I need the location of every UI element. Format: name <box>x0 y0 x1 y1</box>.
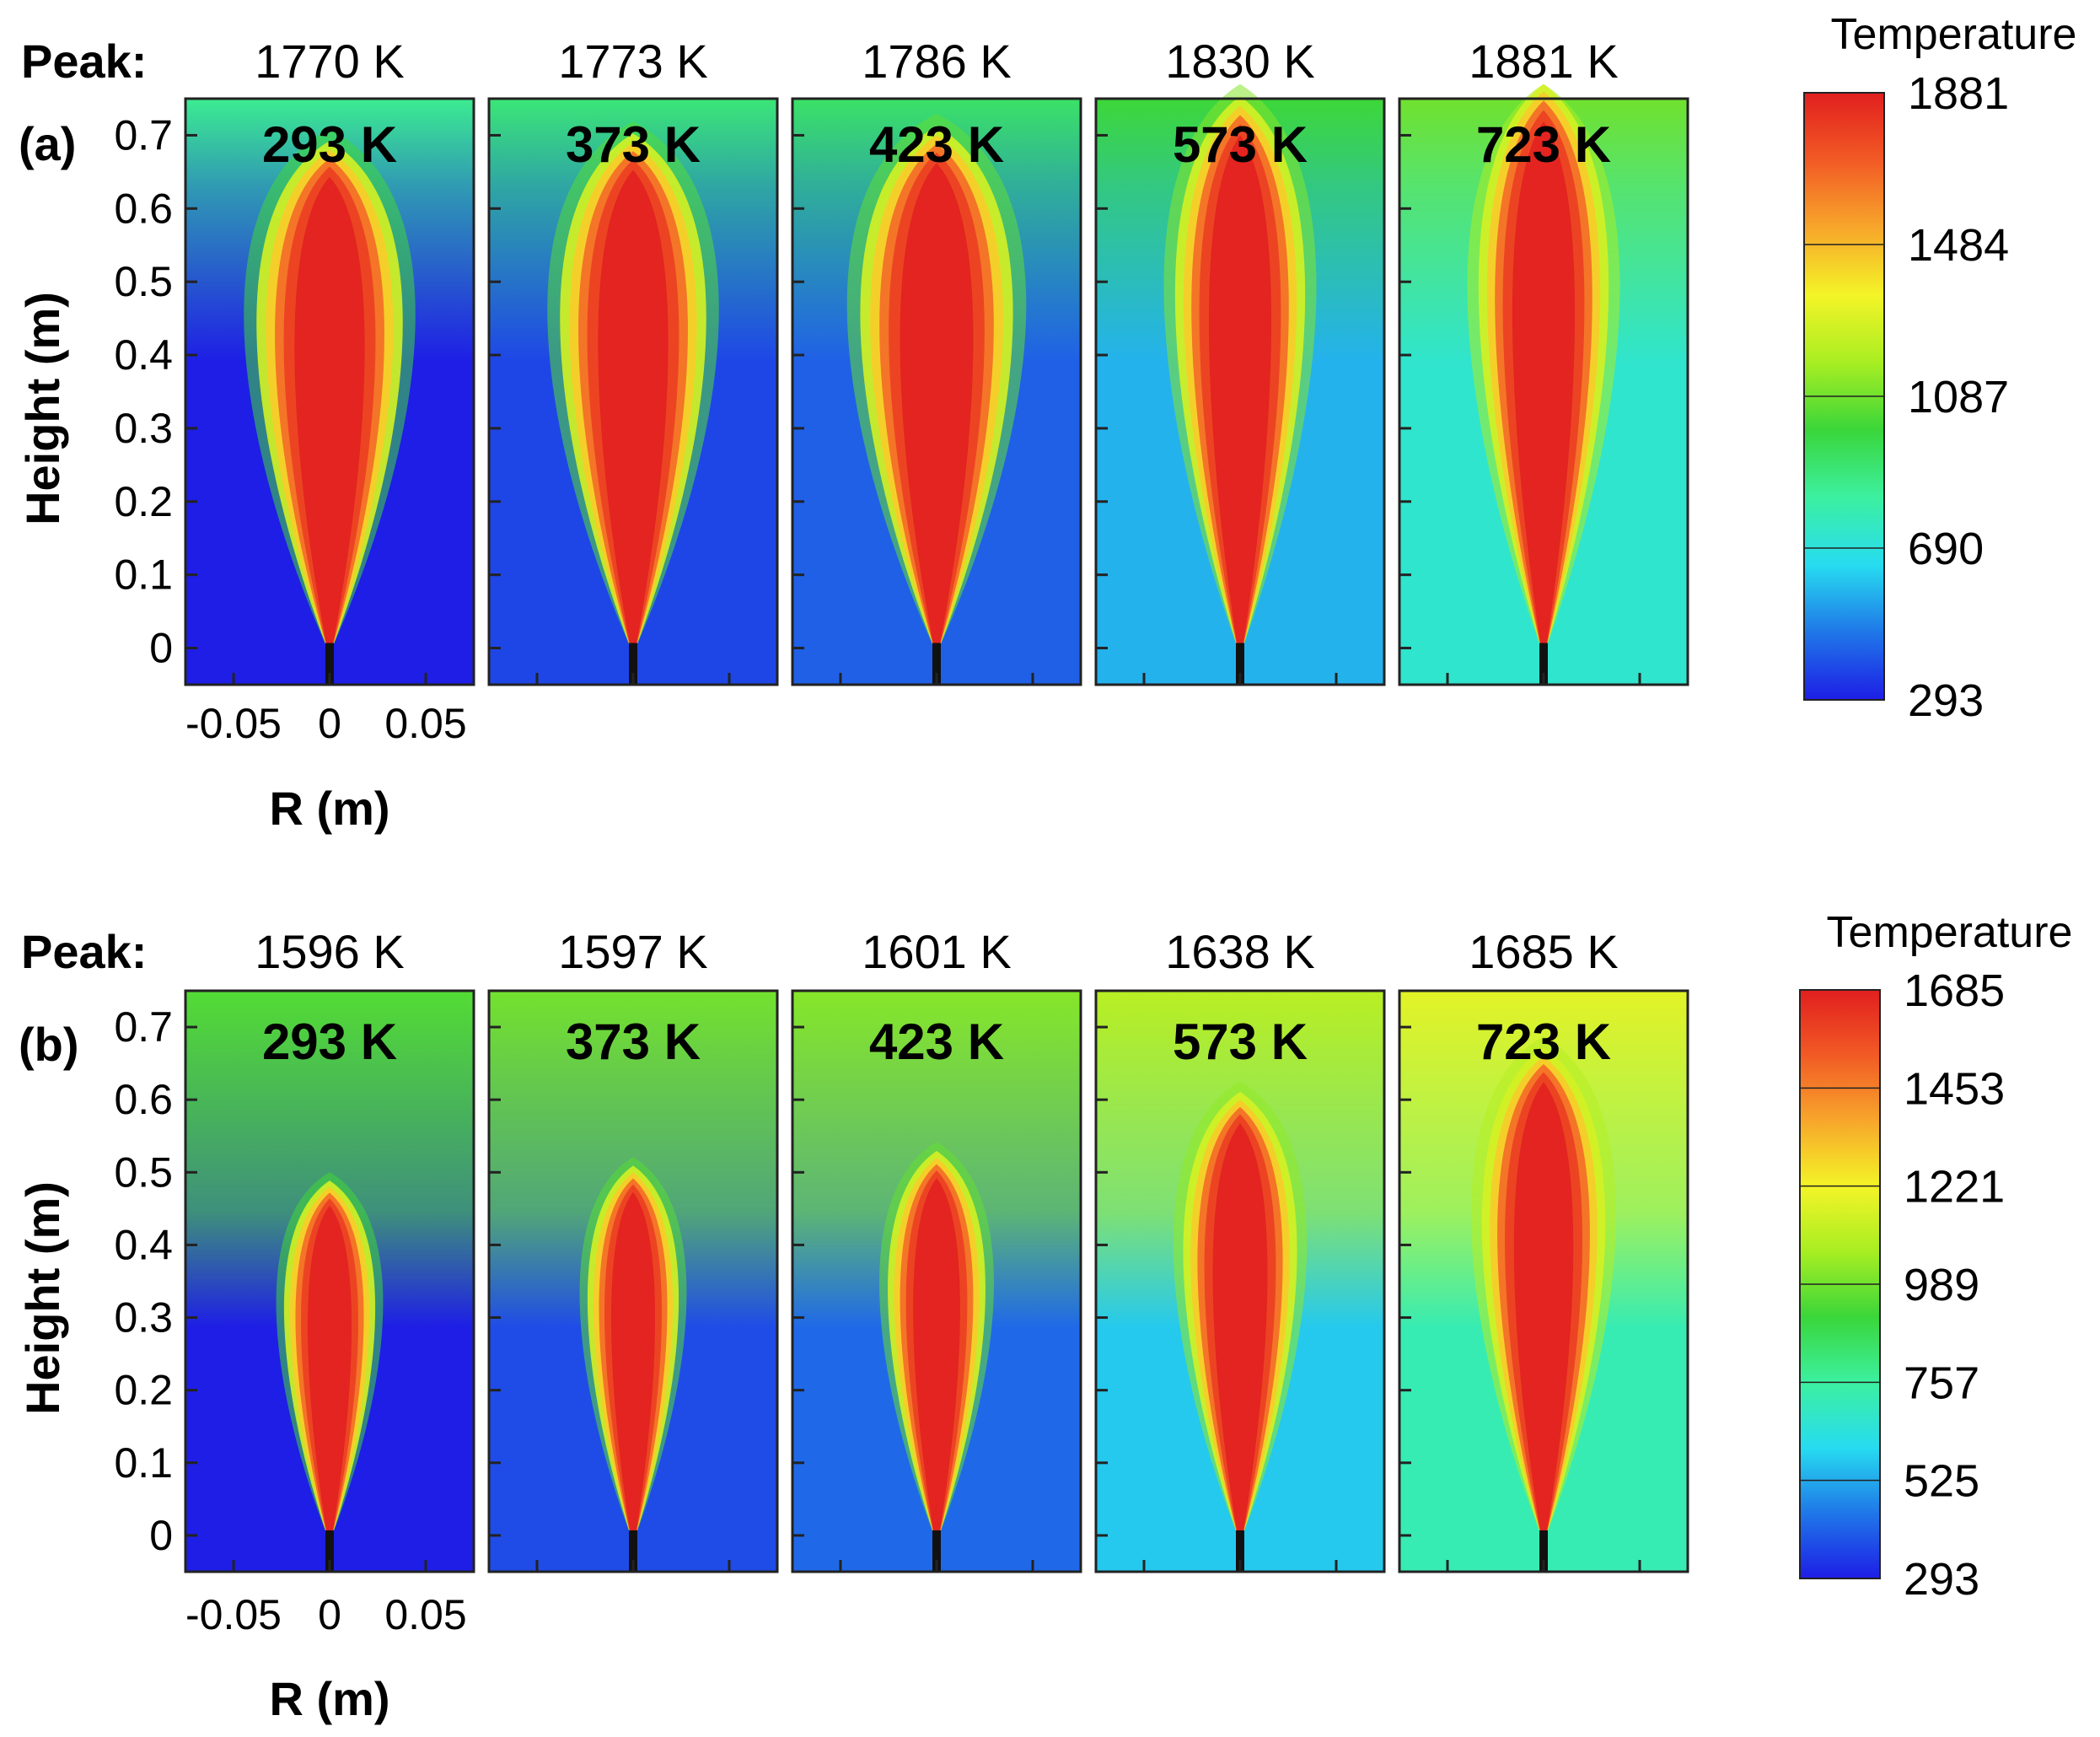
y-tick-label: 0.4 <box>114 1221 173 1268</box>
flame-panel <box>1094 83 1386 686</box>
peak-temperature-label: 1596 K <box>255 925 405 978</box>
colorbar-title: Temperature <box>1831 10 2077 59</box>
inlet-temperature-label: 423 K <box>869 1014 1004 1070</box>
x-tick-label: -0.05 <box>185 1591 282 1638</box>
flame-panel <box>487 989 779 1573</box>
burner-nozzle <box>629 643 637 685</box>
peak-temperature-label: 1685 K <box>1469 925 1619 978</box>
x-axis-title: R (m) <box>269 782 389 835</box>
x-axis-title: R (m) <box>269 1672 389 1725</box>
peak-temperature-label: 1786 K <box>862 35 1012 88</box>
flame-panel <box>1398 83 1689 686</box>
inlet-temperature-label: 723 K <box>1476 1014 1611 1070</box>
x-tick-label: 0.05 <box>384 1591 466 1638</box>
peak-temperature-label: 1881 K <box>1469 35 1619 88</box>
peak-temperature-label: 1830 K <box>1165 35 1315 88</box>
burner-nozzle <box>325 643 334 685</box>
inlet-temperature-label: 573 K <box>1173 1014 1308 1070</box>
peak-label: Peak: <box>21 925 147 978</box>
y-tick-label: 0 <box>149 625 173 672</box>
peak-temperature-label: 1638 K <box>1165 925 1315 978</box>
y-tick-label: 0 <box>149 1512 173 1559</box>
colorbar-tick-label: 1087 <box>1908 372 2009 422</box>
x-tick-label: -0.05 <box>185 700 282 747</box>
peak-temperature-label: 1601 K <box>862 925 1012 978</box>
x-tick-label: 0 <box>318 700 341 747</box>
colorbar-tick-label: 1881 <box>1908 68 2009 119</box>
colorbar-tick-label: 989 <box>1904 1260 1979 1310</box>
inlet-temperature-label: 293 K <box>262 116 397 173</box>
burner-nozzle <box>932 1530 941 1572</box>
flame-panel <box>184 989 475 1573</box>
x-tick-label: 0.05 <box>384 700 466 747</box>
burner-nozzle <box>1236 643 1244 685</box>
y-tick-label: 0.6 <box>114 1076 173 1123</box>
flame-panel <box>791 989 1082 1573</box>
y-tick-label: 0.6 <box>114 185 173 232</box>
peak-temperature-label: 1770 K <box>255 35 405 88</box>
y-tick-label: 0.5 <box>114 258 173 305</box>
x-tick-label: 0 <box>318 1591 341 1638</box>
inlet-temperature-label: 423 K <box>869 116 1004 173</box>
inlet-temperature-label: 373 K <box>566 1014 701 1070</box>
peak-label: Peak: <box>21 35 147 88</box>
flame-layer <box>598 169 669 648</box>
y-tick-label: 0.7 <box>114 1003 173 1051</box>
y-tick-label: 0.5 <box>114 1148 173 1196</box>
flame-layer <box>307 1205 352 1535</box>
y-tick-label: 0.2 <box>114 1367 173 1414</box>
inlet-temperature-label: 573 K <box>1173 116 1308 173</box>
colorbar-tick-label: 1221 <box>1904 1162 2005 1213</box>
colorbar-tick-label: 1484 <box>1908 220 2009 271</box>
y-tick-label: 0.2 <box>114 478 173 525</box>
flame-layer <box>294 176 365 648</box>
flame-layer <box>1208 135 1272 648</box>
inlet-temperature-label: 293 K <box>262 1014 397 1070</box>
colorbar-tick-label: 690 <box>1908 524 1984 574</box>
flame-panel <box>1398 989 1689 1573</box>
burner-nozzle <box>1539 643 1548 685</box>
y-tick-label: 0.3 <box>114 1294 173 1342</box>
burner-nozzle <box>325 1530 334 1572</box>
burner-nozzle <box>629 1530 637 1572</box>
y-axis-title: Height (m) <box>16 1181 69 1415</box>
flame-panel <box>1094 989 1386 1573</box>
y-tick-label: 0.7 <box>114 111 173 159</box>
burner-nozzle <box>1236 1530 1244 1572</box>
flame-layer <box>1512 121 1576 648</box>
flame-layer <box>1212 1123 1268 1535</box>
panel-label: (a) <box>19 117 76 170</box>
y-tick-label: 0.1 <box>114 1439 173 1487</box>
flame-panel <box>184 97 475 686</box>
panel-label: (b) <box>19 1018 79 1071</box>
peak-temperature-label: 1773 K <box>558 35 708 88</box>
flame-layer <box>913 1178 960 1535</box>
colorbar-tick-label: 525 <box>1904 1456 1979 1507</box>
y-tick-label: 0.4 <box>114 331 173 379</box>
colorbar-title: Temperature <box>1827 908 2073 957</box>
colorbar-tick-label: 293 <box>1904 1554 1979 1605</box>
flame-layer <box>610 1191 656 1535</box>
burner-nozzle <box>1539 1530 1548 1572</box>
colorbar-tick-label: 757 <box>1904 1358 1979 1408</box>
colorbar-tick-label: 1453 <box>1904 1063 2005 1114</box>
flame-layer <box>900 163 974 648</box>
peak-temperature-label: 1597 K <box>558 925 708 978</box>
flame-layer <box>1513 1082 1574 1535</box>
flame-panel <box>487 97 779 686</box>
inlet-temperature-label: 373 K <box>566 116 701 173</box>
burner-nozzle <box>932 643 941 685</box>
flame-panel <box>791 97 1082 686</box>
y-tick-label: 0.3 <box>114 405 173 452</box>
y-axis-title: Height (m) <box>16 292 69 525</box>
inlet-temperature-label: 723 K <box>1476 116 1611 173</box>
colorbar-tick-label: 293 <box>1908 675 1984 726</box>
colorbar-tick-label: 1685 <box>1904 965 2005 1016</box>
y-tick-label: 0.1 <box>114 551 173 599</box>
